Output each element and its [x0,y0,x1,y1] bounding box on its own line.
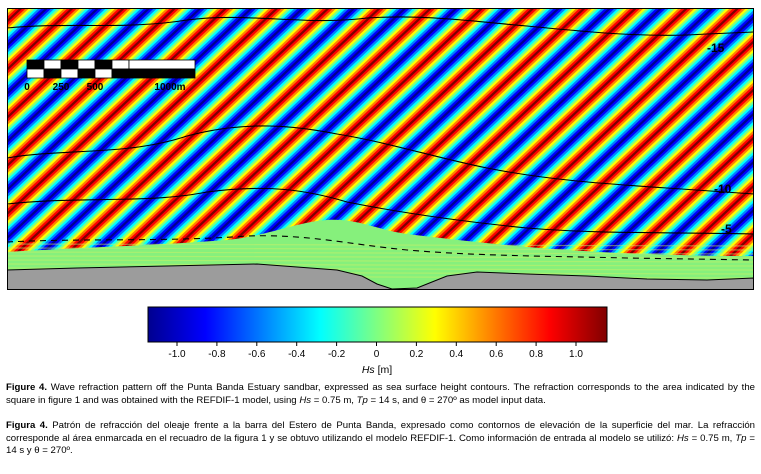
colorbar-tick-label: -1.0 [168,349,186,360]
colorbar-tick-label: 0 [374,349,380,360]
scale-label-250: 250 [53,82,70,93]
scale-label-1000m: 1000m [154,82,185,93]
colorbar-tick-label: 1.0 [569,349,583,360]
colorbar-ticks: -1.0 -0.8 -0.6 -0.4 -0.2 0 0.2 0.4 0.6 0.8 1.0 [168,342,583,360]
wave-refraction-map: 0 250 500 1000m -15 -10 -5 [7,8,754,290]
caption-english: Figure 4. Wave refraction pattern off th… [6,382,755,406]
colorbar-tick-label: 0.8 [529,349,543,360]
colorbar-gradient [147,306,608,343]
wave-field [7,8,754,290]
scale-label-500: 500 [87,82,104,93]
colorbar-tick-label: -0.8 [208,349,226,360]
land-area [7,263,754,290]
contour-label: -5 [721,222,732,236]
colorbar: -1.0 -0.8 -0.6 -0.4 -0.2 0 0.2 0.4 0.6 0.8 1.0 Hs … [147,306,608,376]
caption-spanish: Figura 4. Patrón de refracción del oleaj… [6,420,756,457]
colorbar-tick-label: -0.4 [288,349,306,360]
contour-line [7,125,754,195]
contour-label: -15 [707,41,725,55]
depth-contours [7,16,754,261]
colorbar-tick-label: 0.4 [449,349,463,360]
caption-es-label: Figura 4. [6,420,48,431]
colorbar-tick-label: -0.2 [328,349,346,360]
contour-line [7,235,754,261]
colorbar-tick-label: -0.6 [248,349,266,360]
scale-bar [26,59,196,79]
caption-en-label: Figure 4. [6,382,48,393]
colorbar-tick-label: 0.2 [409,349,423,360]
colorbar-tick-label: 0.6 [489,349,503,360]
contour-line [7,187,754,235]
contour-line [7,16,754,36]
colorbar-label: Hs [m] [362,364,392,376]
scale-label-0: 0 [24,82,30,93]
contour-label: -10 [714,182,732,196]
